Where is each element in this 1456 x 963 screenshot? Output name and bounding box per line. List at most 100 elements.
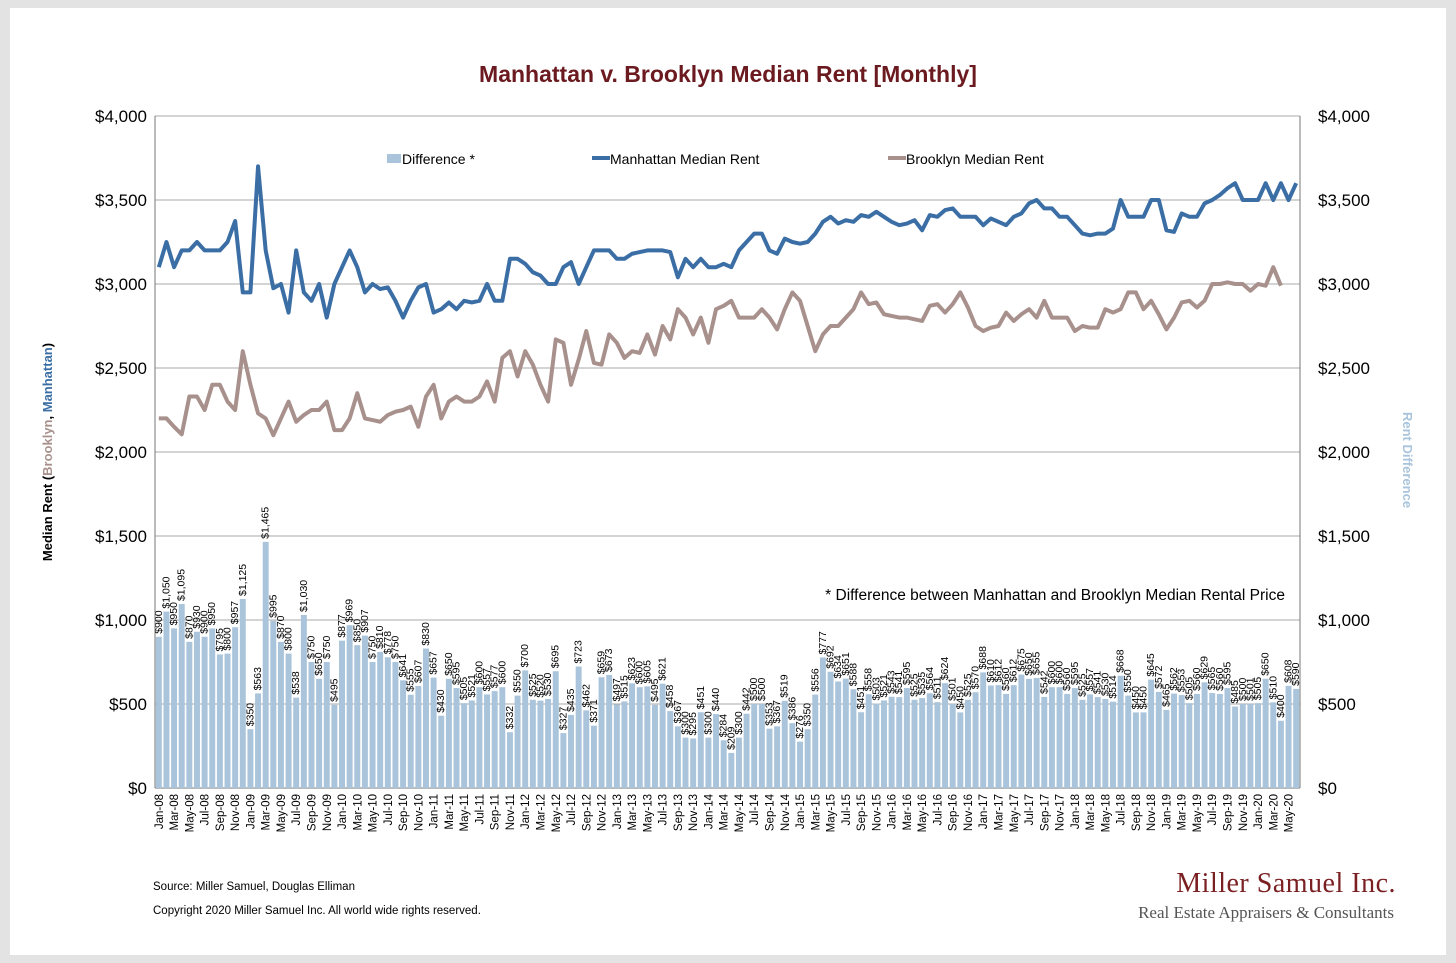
- difference-data-label: $877: [336, 614, 348, 638]
- difference-bar: [171, 628, 178, 788]
- difference-bar: [232, 627, 239, 788]
- x-tick-label: Jan-13: [612, 794, 624, 829]
- legend-swatch-difference: [387, 154, 401, 163]
- difference-data-label: $350: [802, 703, 814, 727]
- difference-data-label: $555: [405, 668, 417, 692]
- difference-bar: [514, 695, 521, 788]
- x-tick-label: Mar-13: [627, 794, 639, 830]
- difference-data-label: $795: [214, 628, 226, 652]
- x-tick-label: Mar-14: [719, 793, 731, 830]
- difference-bar: [919, 698, 926, 788]
- x-tick-label: Nov-08: [230, 794, 242, 831]
- difference-data-label: $800: [283, 627, 295, 651]
- difference-bar: [384, 657, 391, 788]
- difference-data-label: $969: [344, 599, 356, 623]
- legend-label-difference: Difference *: [402, 151, 475, 167]
- difference-bar: [1186, 703, 1193, 788]
- difference-data-label: $458: [664, 685, 676, 709]
- rent-lines: [156, 164, 1299, 438]
- difference-data-label: $327: [557, 707, 569, 731]
- x-tick-label: Sep-08: [215, 794, 227, 831]
- x-tick-label: Jan-15: [795, 794, 807, 829]
- difference-bar: [1224, 688, 1231, 788]
- difference-data-label: $650: [313, 652, 325, 676]
- difference-data-label: $600: [473, 661, 485, 685]
- difference-data-label: $723: [573, 640, 585, 664]
- difference-data-label: $778: [382, 631, 394, 655]
- difference-data-label: $641: [397, 654, 409, 678]
- difference-bar: [400, 680, 407, 788]
- y-tick-label-right: $2,500: [1318, 359, 1370, 378]
- y-tick-label-right: $2,000: [1318, 443, 1370, 462]
- difference-bar: [1201, 682, 1208, 788]
- difference-bars: [155, 541, 1300, 788]
- difference-bar: [1125, 695, 1132, 788]
- difference-bar: [1064, 693, 1071, 788]
- difference-bar: [506, 732, 513, 788]
- difference-data-label: $530: [542, 672, 554, 696]
- x-tick-label: Nov-09: [322, 794, 334, 831]
- difference-data-label: $300: [733, 711, 745, 735]
- difference-bar: [705, 737, 712, 788]
- difference-data-label: $440: [710, 688, 722, 712]
- difference-data-label: $451: [855, 686, 867, 710]
- difference-data-label: $501: [1244, 677, 1256, 701]
- x-tick-label: Jul-17: [1024, 794, 1036, 825]
- x-tick-label: May-11: [459, 794, 471, 832]
- difference-data-label: $572: [1153, 665, 1165, 689]
- difference-data-label: $595: [901, 662, 913, 686]
- x-tick-label: Jul-16: [932, 794, 944, 825]
- difference-bar: [1018, 674, 1025, 788]
- difference-data-label: $650: [1023, 652, 1035, 676]
- x-tick-label: Sep-09: [306, 794, 318, 831]
- difference-data-label: $870: [183, 615, 195, 639]
- x-tick-label: Sep-19: [1222, 794, 1234, 831]
- difference-bar: [293, 697, 300, 788]
- difference-data-label: $595: [451, 662, 463, 686]
- difference-bar: [819, 657, 826, 788]
- difference-data-label: $750: [389, 635, 401, 659]
- legend-label-brooklyn: Brooklyn Median Rent: [906, 151, 1044, 167]
- difference-bar: [247, 729, 254, 788]
- x-tick-label: Mar-12: [535, 794, 547, 830]
- x-tick-label: May-13: [642, 794, 654, 832]
- difference-data-label: $386: [786, 697, 798, 721]
- difference-data-label: $515: [618, 675, 630, 699]
- difference-data-label: $1,050: [160, 576, 172, 608]
- brooklyn-rent-line: [158, 265, 1283, 438]
- difference-bar: [812, 694, 819, 788]
- difference-bar: [209, 628, 216, 788]
- difference-data-label: $645: [1145, 653, 1157, 677]
- y-tick-label-left: $3,000: [95, 275, 147, 294]
- difference-bar: [323, 662, 330, 788]
- difference-data-label: $900: [199, 610, 211, 634]
- difference-data-label: $700: [519, 644, 531, 668]
- difference-bar: [835, 681, 842, 788]
- difference-bar: [629, 683, 636, 788]
- difference-bar: [484, 694, 491, 788]
- left-axis-title-sep: ,: [40, 412, 55, 419]
- difference-bar: [438, 715, 445, 788]
- x-tick-label: May-10: [368, 794, 380, 832]
- x-tick-label: May-17: [1009, 794, 1021, 832]
- difference-bar: [522, 670, 529, 788]
- difference-data-label: $465: [1160, 683, 1172, 707]
- difference-data-label: $563: [252, 667, 264, 691]
- difference-bar: [774, 726, 781, 788]
- copyright-note: Copyright 2020 Miller Samuel Inc. All wo…: [153, 905, 481, 917]
- difference-bar: [575, 666, 582, 788]
- y-tick-label-left: $1,000: [95, 611, 147, 630]
- y-tick-label-right: $1,500: [1318, 527, 1370, 546]
- difference-bar: [1247, 703, 1254, 788]
- difference-bar: [789, 723, 796, 788]
- difference-data-label: $530: [1099, 672, 1111, 696]
- difference-bar: [445, 678, 452, 788]
- difference-bar: [949, 703, 956, 788]
- difference-bar: [1102, 698, 1109, 788]
- difference-bar: [858, 712, 865, 788]
- difference-bar: [1094, 697, 1101, 788]
- difference-bar: [758, 704, 765, 788]
- x-tick-label: May-12: [551, 794, 563, 832]
- difference-bar: [865, 694, 872, 788]
- difference-data-label: $634: [832, 655, 844, 679]
